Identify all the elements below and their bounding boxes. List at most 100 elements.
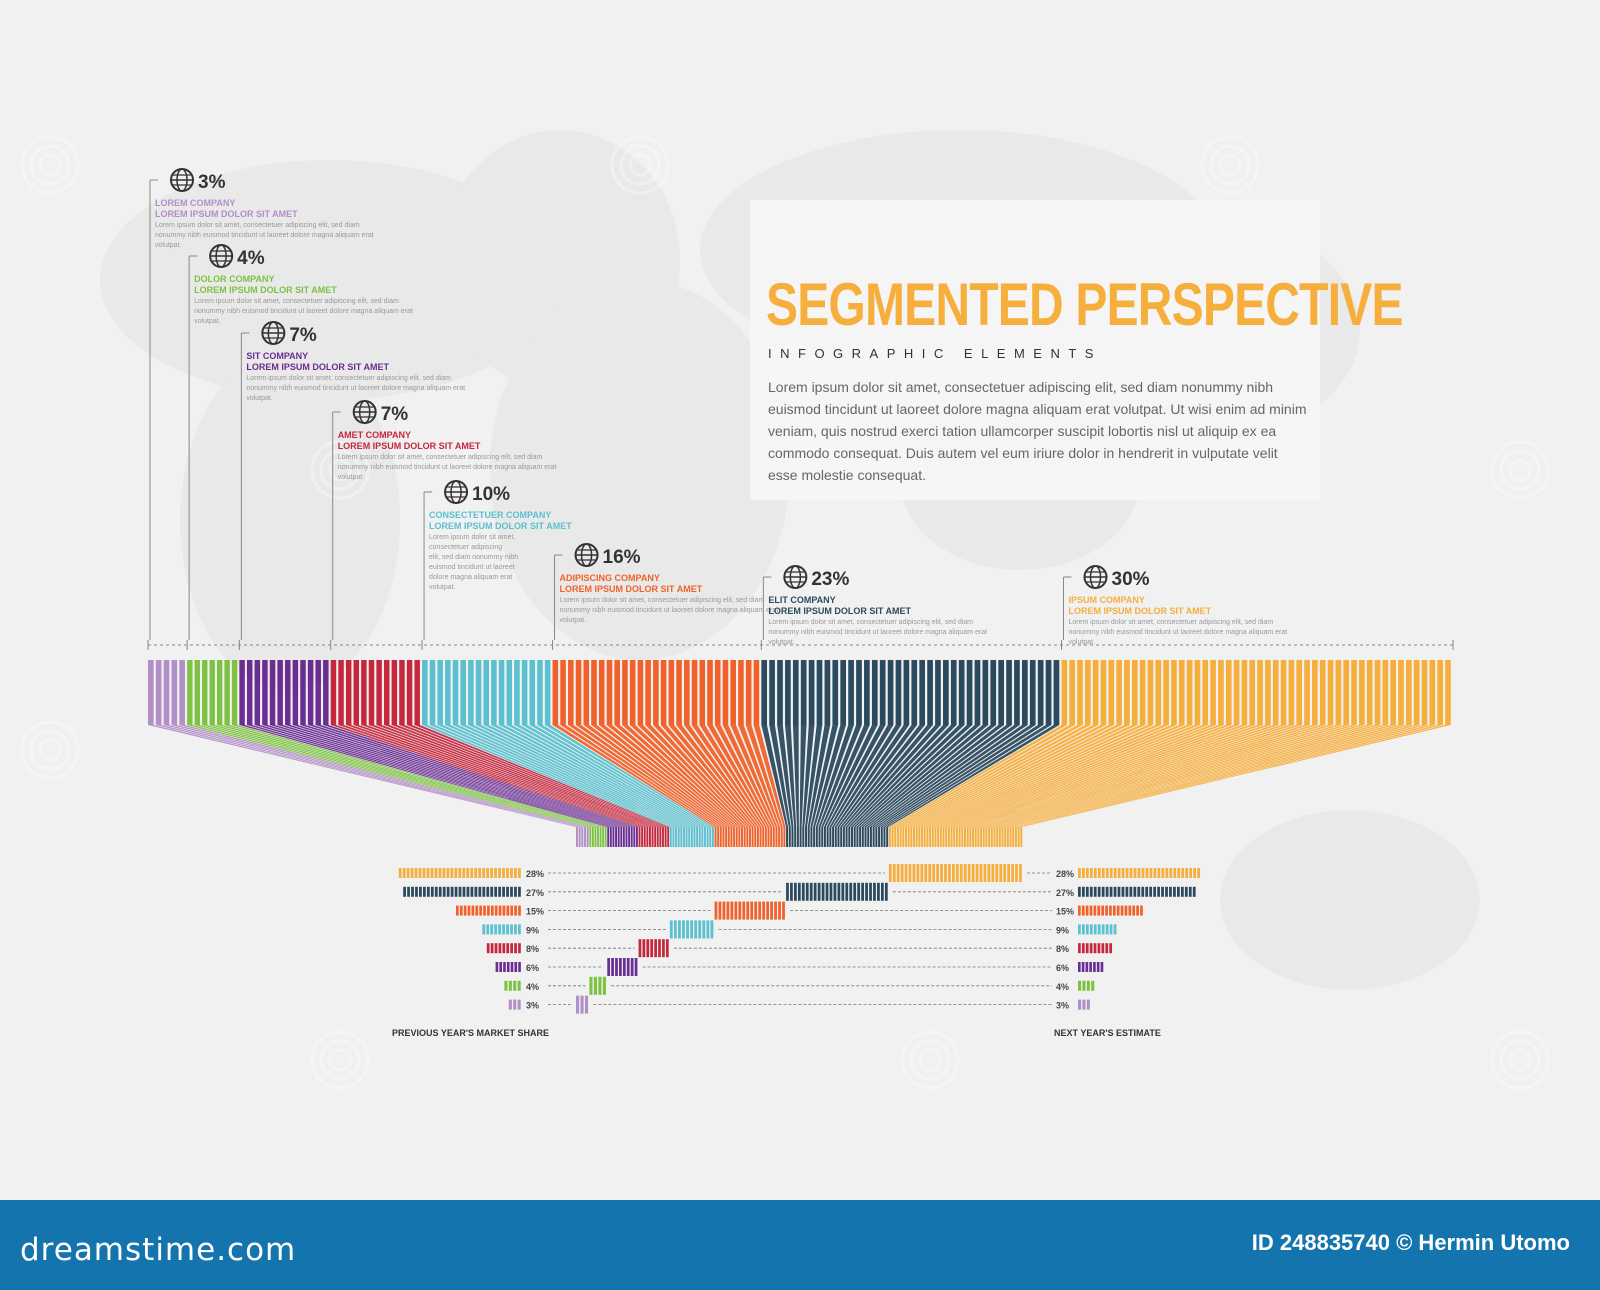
funnel-stripe [338, 725, 644, 827]
funnel-base-stripe [622, 827, 625, 847]
bar-stripe [645, 660, 651, 725]
next-bar-stripe [1133, 886, 1137, 897]
funnel-base-stripe [714, 827, 717, 847]
center-block-stripe [669, 920, 673, 939]
previous-bar [495, 962, 521, 972]
comparison-row: 27% 27% [403, 882, 1196, 901]
funnel-base-stripe [861, 827, 864, 847]
funnel-stripe [832, 725, 902, 827]
next-bar-stripe [1093, 886, 1097, 897]
bar-stripe [1445, 660, 1451, 725]
brand-logo[interactable]: dreamstime.com [20, 1232, 297, 1268]
previous-bar-stripe [508, 980, 512, 991]
next-bar-stripe [1173, 868, 1177, 878]
center-block-stripe [766, 901, 770, 920]
bar-stripe [808, 660, 815, 725]
center-block-stripe [869, 882, 872, 901]
funnel-base-stripe [683, 827, 685, 847]
funnel-base-stripe [958, 827, 961, 847]
next-bar-stripe [1097, 905, 1101, 916]
next-bar-stripe [1124, 905, 1128, 916]
center-block-stripe [584, 995, 589, 1014]
funnel-stripe [345, 725, 646, 827]
funnel-base-stripe [950, 827, 953, 847]
next-bar-stripe [1078, 924, 1081, 935]
funnel-base-stripe [749, 827, 751, 847]
bar-stripe [871, 660, 878, 725]
funnel-base-stripe [706, 827, 709, 847]
bar-stripe [887, 660, 894, 725]
bar-stripe [1045, 660, 1052, 725]
funnel-base-stripe [591, 827, 594, 847]
center-block-stripe [801, 882, 805, 901]
center-block-stripe [786, 882, 789, 901]
funnel-base-stripe [788, 827, 791, 847]
center-block-stripe [813, 882, 817, 901]
funnel-stripe [216, 725, 602, 827]
funnel-base-stripe [783, 827, 786, 847]
center-block-stripe [702, 920, 706, 939]
bar-stripe [840, 660, 847, 725]
center-block-stripe [1019, 864, 1022, 882]
funnel-stripe [931, 725, 1193, 827]
funnel-base-stripe [762, 827, 765, 847]
next-bar-stripe [1097, 868, 1101, 878]
funnel-base-stripe [586, 827, 589, 847]
next-bar-stripe [1149, 868, 1153, 878]
funnel-base-stripe [963, 827, 966, 847]
spiral-logo-icon [20, 135, 80, 195]
funnel-base-stripe [1017, 827, 1020, 847]
bar-stripe [1366, 660, 1373, 725]
bar-stripe [1335, 660, 1342, 725]
bar-stripe [1084, 660, 1091, 725]
previous-value-label: 6% [526, 963, 539, 973]
bar-stripe [209, 660, 215, 725]
center-block-stripe [673, 920, 677, 939]
funnel-base-stripe [1014, 827, 1017, 847]
funnel-base-stripe [746, 827, 749, 847]
center-block-stripe [817, 882, 821, 901]
center-block-stripe [1011, 864, 1014, 882]
center-block-stripe [995, 864, 999, 882]
bar-stripe [300, 660, 306, 725]
center-block-stripe [967, 864, 971, 882]
segment-subtitle: LOREM IPSUM DOLOR SIT AMET [338, 441, 481, 451]
next-bar-stripe [1117, 868, 1121, 878]
funnel-stripe [606, 725, 736, 827]
next-bar-stripe [1100, 962, 1104, 972]
funnel-stripe [560, 725, 720, 827]
segment-bar [422, 660, 714, 847]
funnel-base-stripe [1001, 827, 1004, 847]
next-bar-stripe [1105, 924, 1109, 935]
next-bar-stripe [1078, 905, 1081, 916]
funnel-base-stripe [662, 827, 664, 847]
center-block-stripe [920, 864, 924, 882]
funnel-stripe [918, 725, 1154, 827]
funnel-base-stripe [581, 827, 584, 847]
previous-bar-stripe [454, 886, 458, 897]
funnel-stripe [738, 725, 781, 827]
funnel-stripe [629, 725, 743, 827]
bar-stripe [422, 660, 428, 725]
segment-company: DOLOR COMPANY [194, 274, 274, 284]
previous-bar-stripe [411, 886, 414, 897]
funnel-stripe [1004, 725, 1404, 827]
next-bar-stripe [1141, 868, 1145, 878]
comparison-row: 8% 8% [486, 939, 1113, 958]
bar-stripe [254, 660, 261, 725]
center-block-stripe [694, 920, 698, 939]
funnel-base-stripe [1012, 827, 1015, 847]
center-block-stripe [615, 958, 618, 976]
funnel-stripe [921, 725, 1162, 827]
funnel-stripe [926, 725, 1177, 827]
bar-stripe [1304, 660, 1310, 725]
next-bar-stripe [1109, 868, 1113, 878]
bar-stripe [1343, 660, 1350, 725]
previous-bar-stripe [506, 962, 510, 972]
segment-subtitle: LOREM IPSUM DOLOR SIT AMET [155, 209, 298, 219]
funnel-stripe [315, 725, 636, 827]
funnel-stripe [383, 725, 659, 827]
next-bar-stripe [1125, 868, 1129, 878]
previous-bar-stripe [482, 924, 486, 935]
previous-bar-stripe [426, 868, 430, 878]
